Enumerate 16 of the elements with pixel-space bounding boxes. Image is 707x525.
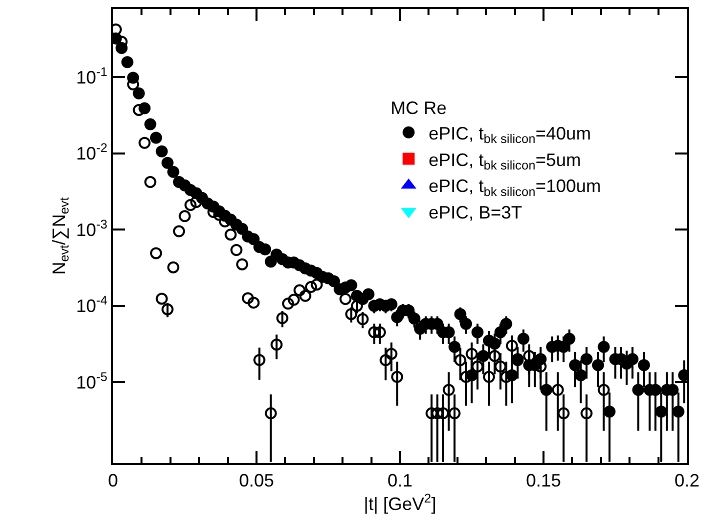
x-tick-label: 0.1 bbox=[387, 470, 413, 491]
x-tick-label: 0.15 bbox=[526, 470, 562, 491]
legend-label: ePIC, t$_{bk silicon}$=40um bbox=[428, 123, 592, 146]
y-tick-label: 10$^{-5}$ bbox=[76, 370, 108, 392]
y-tick-label: 10$^{-3}$ bbox=[76, 217, 108, 240]
legend-title: MC Re bbox=[390, 98, 447, 118]
y-tick-label: 10$^{-1}$ bbox=[76, 64, 108, 88]
legend-label: ePIC, B=3T bbox=[428, 202, 522, 223]
x-tick-label: 0 bbox=[108, 470, 118, 491]
legend-label: ePIC, t$_{bk silicon}$=100um bbox=[428, 176, 602, 199]
legend-label: ePIC, t$_{bk silicon}$=5um bbox=[428, 150, 581, 173]
x-tick-label: 0.2 bbox=[674, 470, 700, 491]
x-tick-label: 0.05 bbox=[238, 470, 274, 491]
x-axis-title: |t| [GeV$^{2}$] bbox=[364, 492, 436, 514]
y-tick-label: 10$^{-4}$ bbox=[76, 294, 108, 316]
y-tick-label: 10$^{-2}$ bbox=[76, 141, 108, 164]
